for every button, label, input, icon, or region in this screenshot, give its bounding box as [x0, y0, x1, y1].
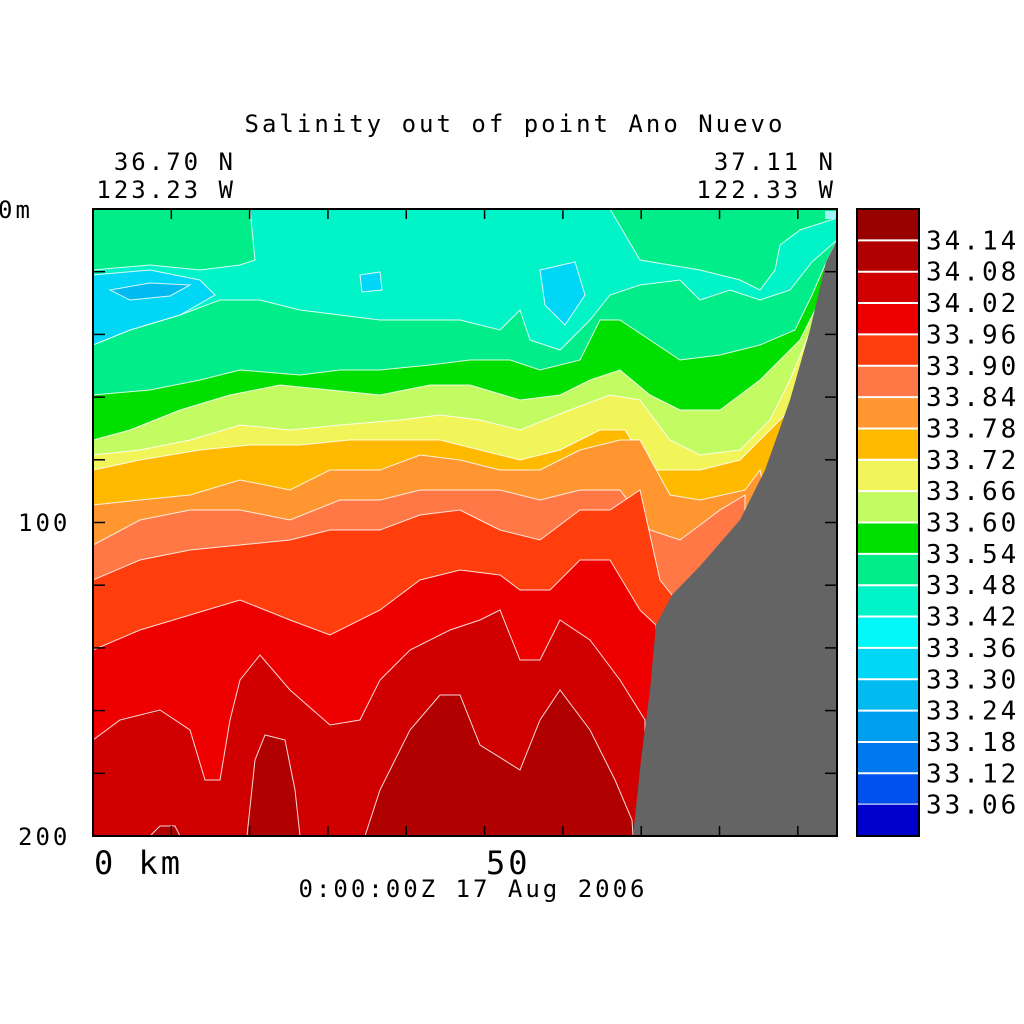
end-latitude: 37.11 N: [714, 148, 836, 176]
colorbar-segment: [857, 271, 919, 304]
colorbar-label: 33.54: [926, 540, 1019, 570]
y-axis-ticks: [93, 208, 837, 837]
contour-band: [539, 261, 586, 326]
contour-band: [149, 825, 181, 836]
colorbar-segment: [857, 209, 919, 241]
colorbar-label: 33.30: [926, 665, 1019, 695]
colorbar-segment: [857, 397, 919, 429]
colorbar-segment: [857, 773, 919, 805]
contour-band: [108, 282, 192, 301]
start-latitude: 36.70 N: [114, 148, 236, 176]
colorbar-label: 33.90: [926, 352, 1019, 382]
colorbar-segment: [857, 522, 919, 554]
colorbar-segment: [857, 365, 919, 398]
x-tick-label-50: 50: [486, 844, 531, 882]
colorbar-segment: [857, 616, 919, 648]
colorbar-label: 33.06: [926, 791, 1019, 821]
colorbar-segment: [857, 585, 919, 617]
colorbar-label: 33.72: [926, 446, 1019, 476]
colorbar-label: 33.84: [926, 383, 1019, 413]
contour-band: [364, 689, 634, 836]
colorbar-segment: [857, 553, 919, 586]
colorbar-label: 33.36: [926, 634, 1019, 664]
colorbar-segment: [857, 428, 919, 460]
contour-band: [246, 734, 301, 836]
y-tick-label-0: 0m: [0, 196, 33, 224]
colorbar-label: 34.14: [926, 226, 1019, 256]
colorbar-segment: [857, 647, 919, 680]
chart-title: Salinity out of point Ano Nuevo: [245, 110, 786, 138]
contour-band: [359, 271, 383, 293]
colorbar-label: 33.78: [926, 414, 1019, 444]
colorbar-label: 33.42: [926, 603, 1019, 633]
colorbar-segment: [857, 240, 919, 272]
x-axis-ticks: [92, 209, 799, 836]
colorbar-label: 33.18: [926, 728, 1019, 758]
colorbar-segment: [857, 679, 919, 711]
end-longitude: 122.33 W: [696, 176, 836, 204]
colorbar-label: 33.48: [926, 571, 1019, 601]
colorbar-segment: [857, 459, 919, 492]
colorbar-segment: [857, 741, 919, 774]
colorbar-label: 33.24: [926, 697, 1019, 727]
colorbar-label: 33.12: [926, 759, 1019, 789]
colorbar-segment: [857, 334, 919, 366]
contour-field: [93, 209, 837, 836]
colorbar-label: 34.02: [926, 289, 1019, 319]
colorbar-label: 33.96: [926, 320, 1019, 350]
x-tick-label-0: 0 km: [94, 844, 183, 882]
colorbar-segment: [857, 303, 919, 335]
colorbar: 34.1434.0834.0233.9633.9033.8433.7833.72…: [856, 208, 1019, 837]
colorbar-segment: [857, 491, 919, 523]
y-tick-label-200: 200: [18, 823, 70, 851]
colorbar-segment: [857, 710, 919, 742]
timestamp: 0:00:00Z 17 Aug 2006: [299, 875, 648, 903]
colorbar-label: 33.66: [926, 477, 1019, 507]
colorbar-bottom-segment: [857, 804, 919, 836]
seafloor-land: [633, 240, 837, 836]
surface-cap: [825, 211, 837, 219]
y-tick-label-100: 100: [18, 509, 70, 537]
colorbar-frame: [856, 208, 920, 837]
section-plot: [92, 208, 838, 837]
colorbar-label: 34.08: [926, 258, 1019, 288]
colorbar-label: 33.60: [926, 509, 1019, 539]
start-longitude: 123.23 W: [96, 176, 236, 204]
